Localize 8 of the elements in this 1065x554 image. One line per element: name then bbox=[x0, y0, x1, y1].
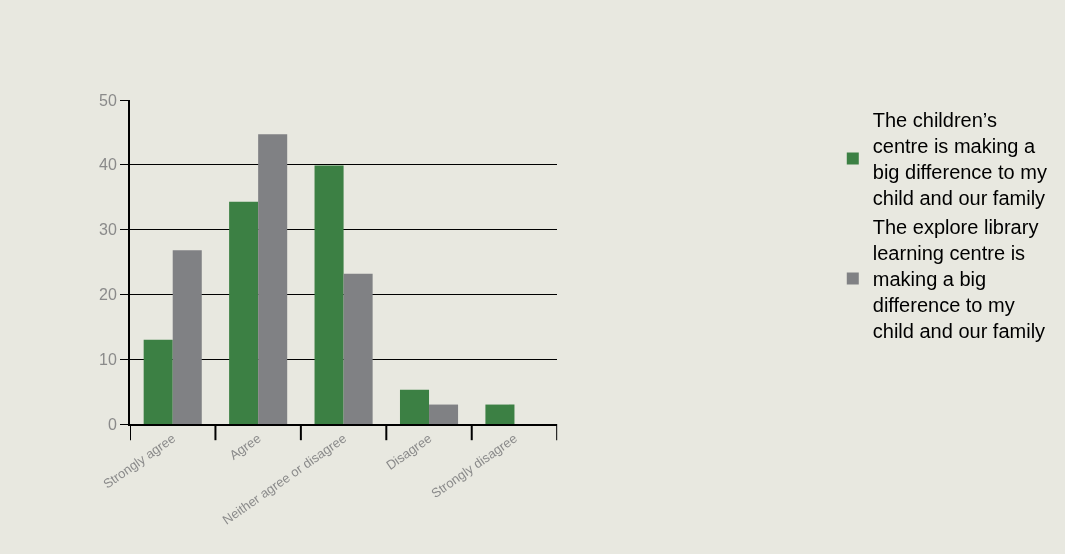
y-tick-label: 40 bbox=[99, 156, 117, 174]
y-tick-label: 30 bbox=[99, 221, 117, 239]
legend-label: The explore library learning centre is making a big difference to my child and our family bbox=[872, 216, 1046, 343]
y-tick-label: 20 bbox=[99, 286, 117, 303]
legend-label: The children’s centre is making a big difference to my child and our family bbox=[872, 109, 1047, 210]
y-tick-label: 0 bbox=[107, 415, 117, 433]
y-tick-label: 50 bbox=[99, 91, 117, 109]
y-tick-label: 10 bbox=[99, 350, 117, 368]
